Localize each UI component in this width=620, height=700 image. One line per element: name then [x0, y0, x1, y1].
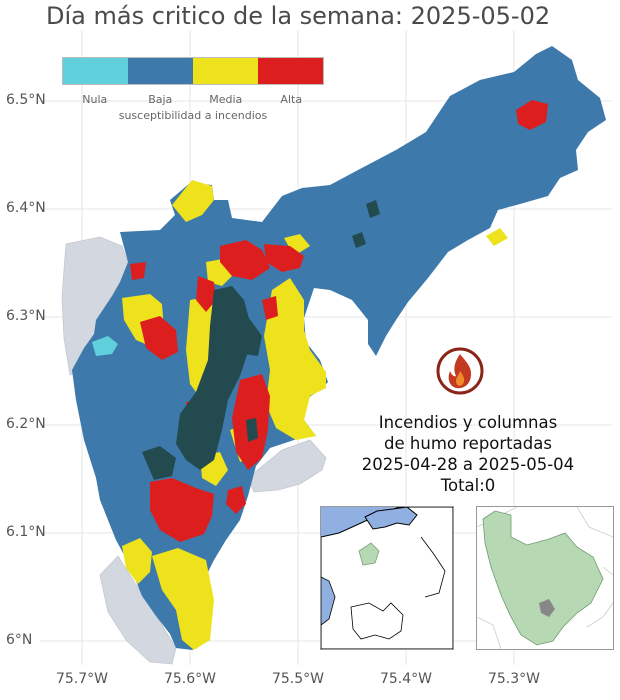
y-tick-label: 6°N — [6, 632, 33, 648]
inset-country-map — [320, 506, 454, 650]
x-tick-label: 75.3°W — [487, 671, 540, 687]
fire-icon — [436, 347, 484, 395]
nula-patch — [92, 336, 118, 356]
x-tick-label: 75.5°W — [271, 671, 324, 687]
y-tick-label: 6.4°N — [6, 200, 46, 216]
y-tick-label: 6.3°N — [6, 308, 46, 324]
legend: Nula Baja Media Alta susceptibilidad a i… — [62, 57, 324, 122]
inset-land — [321, 507, 453, 649]
legend-swatch-alta — [258, 58, 323, 84]
y-tick-label: 6.1°N — [6, 524, 46, 540]
y-tick-label: 6.2°N — [6, 416, 46, 432]
legend-label: Nula — [82, 93, 108, 106]
urban-areas — [142, 200, 380, 480]
inset-region-map — [476, 506, 614, 650]
x-tick-label: 75.4°W — [379, 671, 432, 687]
legend-label: Alta — [280, 93, 303, 106]
x-tick-label: 75.6°W — [163, 671, 216, 687]
legend-swatch-baja — [128, 58, 193, 84]
fire-report-total: Total:0 — [440, 476, 496, 495]
inset-department — [482, 510, 604, 646]
legend-label: Baja — [148, 93, 173, 106]
inset-highlight — [358, 542, 380, 566]
fire-report-line: Incendios y columnas — [378, 413, 558, 432]
fire-report-line: de humo reportadas — [384, 434, 552, 453]
y-tick-label: 6.5°N — [6, 92, 46, 108]
inset-study-area — [539, 599, 555, 617]
neighbor-regions — [61, 236, 327, 665]
legend-swatch-media — [193, 58, 258, 84]
fire-report-dates: 2025-04-28 a 2025-05-04 — [361, 455, 575, 474]
legend-title: susceptibilidad a incendios — [118, 109, 268, 122]
x-tick-label: 75.7°W — [55, 671, 108, 687]
inset-gulf — [364, 507, 418, 530]
legend-label: Media — [209, 93, 243, 106]
fire-report-summary: Incendios y columnas de humo reportadas … — [330, 412, 606, 496]
legend-colorbar — [62, 57, 324, 85]
map-title: Día más critico de la semana: 2025-05-02 — [46, 2, 551, 30]
legend-swatch-nula — [63, 58, 128, 84]
